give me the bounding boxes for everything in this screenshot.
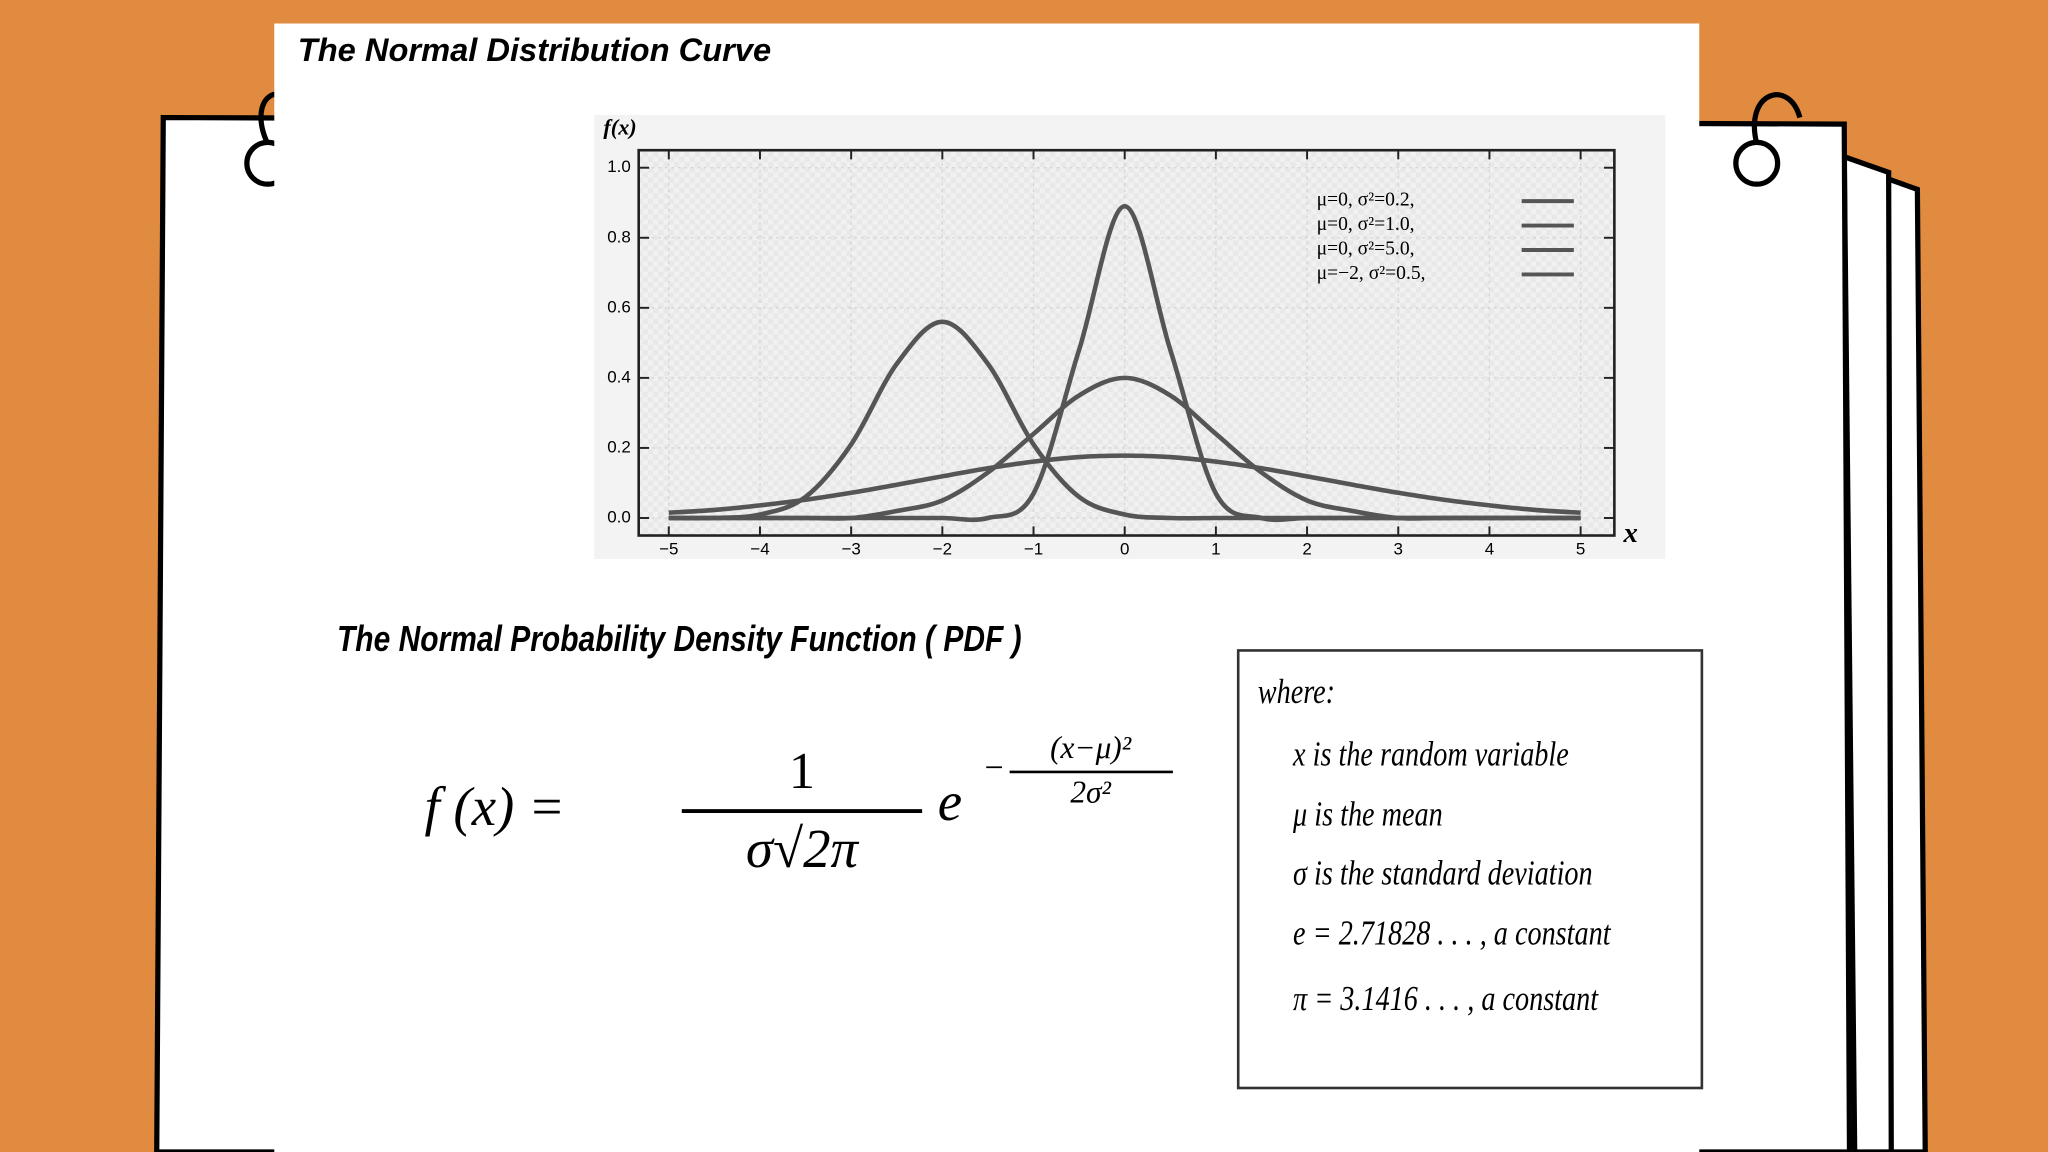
- formula-exponent-numerator: (x−μ)²: [1050, 730, 1132, 765]
- formula-denominator: σ√2π: [746, 818, 860, 879]
- legend-label: μ=0, σ²=5.0,: [1317, 238, 1415, 259]
- where-line: π = 3.1416 . . . , a constant: [1293, 979, 1599, 1018]
- legend-label: μ=0, σ²=1.0,: [1317, 214, 1415, 235]
- legend-label: μ=−2, σ²=0.5,: [1317, 263, 1426, 284]
- formula-numerator: 1: [789, 742, 815, 800]
- x-axis-label: x: [1623, 517, 1638, 549]
- pdf-heading: The Normal Probability Density Function …: [337, 619, 1022, 659]
- x-tick-label: 1: [1211, 539, 1220, 558]
- x-tick-label: −2: [933, 539, 952, 558]
- y-tick-label: 0.0: [607, 507, 631, 526]
- x-tick-label: −1: [1024, 539, 1043, 558]
- x-tick-label: 4: [1485, 539, 1494, 558]
- formula-exponent-sign: −: [982, 749, 1005, 786]
- plot-area: [638, 150, 1615, 536]
- where-line: e = 2.71828 . . . , a constant: [1293, 914, 1611, 953]
- chart: −5 −4 −3 −2 −1 0 1 2 3 4 5 0.0 0.2 0.4 0.6 0.8 1.0 μ=0, σ…: [607, 150, 1615, 558]
- where-line: σ is the standard deviation: [1293, 854, 1593, 893]
- series-line: [668, 319, 1581, 521]
- y-tick-label: 0.4: [607, 367, 631, 386]
- formula-exponent-denominator: 2σ²: [1070, 775, 1111, 810]
- where-box: [1236, 649, 1704, 1090]
- y-tick-label: 0.8: [607, 227, 631, 246]
- plot-frame: [637, 148, 1616, 537]
- x-tick-label: −5: [659, 539, 678, 558]
- y-tick-label: 0.6: [607, 297, 631, 316]
- x-tick-label: −4: [750, 539, 769, 558]
- y-tick-label: 1.0: [607, 157, 631, 176]
- series-line: [668, 453, 1581, 516]
- x-tick-label: −3: [841, 539, 860, 558]
- y-axis-label: f(x): [603, 114, 636, 139]
- formula-base: e: [938, 771, 962, 832]
- y-tick-label: 0.2: [607, 437, 631, 456]
- x-tick-label: 5: [1576, 539, 1585, 558]
- title: The Normal Distribution Curve: [298, 31, 771, 68]
- where-line: where:: [1258, 672, 1335, 711]
- x-tick-label: 2: [1302, 539, 1311, 558]
- x-tick-label: 0: [1120, 539, 1129, 558]
- legend-label: μ=0, σ²=0.2,: [1317, 190, 1415, 211]
- formula-lhs: f (x) =: [424, 776, 565, 837]
- where-lines: where: x is the random variable μ is the m…: [1258, 672, 1612, 1018]
- x-tick-label: 3: [1394, 539, 1403, 558]
- where-line: μ is the mean: [1292, 795, 1443, 834]
- formula: f (x) = 1 σ√2π e − (x−μ)² 2σ²: [424, 730, 1173, 879]
- where-line: x is the random variable: [1292, 735, 1569, 774]
